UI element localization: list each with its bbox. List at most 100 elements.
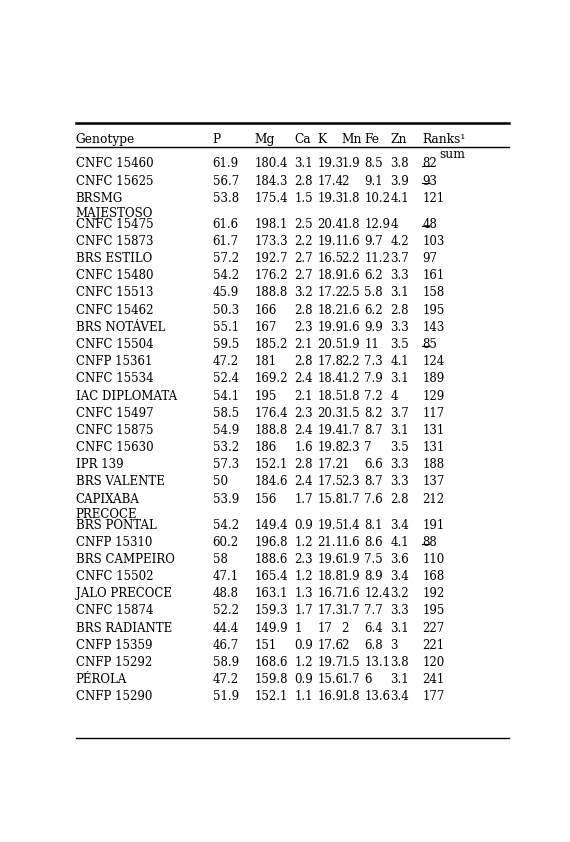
Text: 45.9: 45.9 bbox=[213, 286, 239, 300]
Text: 19.9: 19.9 bbox=[317, 321, 344, 333]
Text: 1.6: 1.6 bbox=[341, 536, 360, 549]
Text: 1.6: 1.6 bbox=[341, 235, 360, 248]
Text: 4.1: 4.1 bbox=[390, 355, 409, 368]
Text: PÉROLA: PÉROLA bbox=[76, 674, 127, 686]
Text: 12.4: 12.4 bbox=[364, 587, 390, 600]
Text: 1.9: 1.9 bbox=[341, 157, 360, 170]
Text: 180.4: 180.4 bbox=[255, 157, 288, 170]
Text: 1.9: 1.9 bbox=[341, 570, 360, 584]
Text: 3.2: 3.2 bbox=[294, 286, 313, 300]
Text: 2.3: 2.3 bbox=[294, 407, 313, 419]
Text: 165.4: 165.4 bbox=[255, 570, 288, 584]
Text: 57.3: 57.3 bbox=[213, 458, 239, 472]
Text: 195: 195 bbox=[422, 605, 445, 617]
Text: CNFC 15534: CNFC 15534 bbox=[76, 372, 153, 386]
Text: 152.1: 152.1 bbox=[255, 458, 288, 472]
Text: 189: 189 bbox=[422, 372, 445, 386]
Text: 2.2: 2.2 bbox=[341, 252, 360, 265]
Text: 2.1: 2.1 bbox=[294, 390, 313, 402]
Text: 18.9: 18.9 bbox=[317, 269, 343, 282]
Text: 161: 161 bbox=[422, 269, 445, 282]
Text: Mn: Mn bbox=[341, 133, 362, 147]
Text: 3.3: 3.3 bbox=[390, 269, 409, 282]
Text: 185.2: 185.2 bbox=[255, 338, 288, 351]
Text: 1.7: 1.7 bbox=[341, 605, 360, 617]
Text: 15.8: 15.8 bbox=[317, 493, 343, 506]
Text: IAC DIPLOMATA: IAC DIPLOMATA bbox=[76, 390, 177, 402]
Text: 8.2: 8.2 bbox=[364, 407, 382, 419]
Text: 181: 181 bbox=[255, 355, 276, 368]
Text: CNFC 15513: CNFC 15513 bbox=[76, 286, 153, 300]
Text: 184.6: 184.6 bbox=[255, 476, 288, 488]
Text: 1.2: 1.2 bbox=[294, 536, 313, 549]
Text: Ranks¹
sum: Ranks¹ sum bbox=[422, 133, 466, 162]
Text: 188.8: 188.8 bbox=[255, 286, 288, 300]
Text: 2.8: 2.8 bbox=[294, 355, 313, 368]
Text: 3.1: 3.1 bbox=[390, 674, 409, 686]
Text: 7.6: 7.6 bbox=[364, 493, 383, 506]
Text: 2.7: 2.7 bbox=[294, 269, 313, 282]
Text: Fe: Fe bbox=[364, 133, 379, 147]
Text: 159.8: 159.8 bbox=[255, 674, 288, 686]
Text: 195: 195 bbox=[255, 390, 277, 402]
Text: 15.6: 15.6 bbox=[317, 674, 344, 686]
Text: 1.7: 1.7 bbox=[341, 424, 360, 437]
Text: CNFP 15292: CNFP 15292 bbox=[76, 656, 152, 669]
Text: 2.8: 2.8 bbox=[390, 493, 409, 506]
Text: 18.5: 18.5 bbox=[317, 390, 343, 402]
Text: 3.4: 3.4 bbox=[390, 690, 409, 703]
Text: 177: 177 bbox=[422, 690, 445, 703]
Text: 184.3: 184.3 bbox=[255, 174, 288, 188]
Text: 152.1: 152.1 bbox=[255, 690, 288, 703]
Text: 6.2: 6.2 bbox=[364, 269, 383, 282]
Text: 17: 17 bbox=[317, 621, 332, 635]
Text: 2.5: 2.5 bbox=[294, 218, 313, 231]
Text: 169.2: 169.2 bbox=[255, 372, 288, 386]
Text: 1.8: 1.8 bbox=[341, 218, 360, 231]
Text: 166: 166 bbox=[255, 304, 277, 317]
Text: CNFC 15475: CNFC 15475 bbox=[76, 218, 153, 231]
Text: 48.8: 48.8 bbox=[213, 587, 239, 600]
Text: 19.7: 19.7 bbox=[317, 656, 344, 669]
Text: 2.4: 2.4 bbox=[294, 476, 313, 488]
Text: 2.8: 2.8 bbox=[294, 458, 313, 472]
Text: BRS PONTAL: BRS PONTAL bbox=[76, 519, 156, 531]
Text: 2.3: 2.3 bbox=[341, 441, 360, 454]
Text: 131: 131 bbox=[422, 424, 445, 437]
Text: 2.8: 2.8 bbox=[390, 304, 409, 317]
Text: 129: 129 bbox=[422, 390, 445, 402]
Text: 131: 131 bbox=[422, 441, 445, 454]
Text: 8.1: 8.1 bbox=[364, 519, 382, 531]
Text: 20.3: 20.3 bbox=[317, 407, 344, 419]
Text: 7.2: 7.2 bbox=[364, 390, 383, 402]
Text: 168: 168 bbox=[422, 570, 445, 584]
Text: 192: 192 bbox=[422, 587, 445, 600]
Text: 191: 191 bbox=[422, 519, 445, 531]
Text: 19.3: 19.3 bbox=[317, 157, 344, 170]
Text: 2.8: 2.8 bbox=[294, 174, 313, 188]
Text: Ca: Ca bbox=[294, 133, 311, 147]
Text: 3.8: 3.8 bbox=[390, 157, 409, 170]
Text: 1.6: 1.6 bbox=[341, 587, 360, 600]
Text: 2.3: 2.3 bbox=[341, 476, 360, 488]
Text: 120: 120 bbox=[422, 656, 445, 669]
Text: 53.8: 53.8 bbox=[213, 192, 239, 205]
Text: 7: 7 bbox=[364, 441, 372, 454]
Text: 1.8: 1.8 bbox=[341, 690, 360, 703]
Text: 59.5: 59.5 bbox=[213, 338, 239, 351]
Text: 2: 2 bbox=[341, 639, 349, 652]
Text: 8.5: 8.5 bbox=[364, 157, 383, 170]
Text: 21.1: 21.1 bbox=[317, 536, 343, 549]
Text: 10.2: 10.2 bbox=[364, 192, 390, 205]
Text: 53.2: 53.2 bbox=[213, 441, 239, 454]
Text: CNFP 15359: CNFP 15359 bbox=[76, 639, 152, 652]
Text: BRS NOTÁVEL: BRS NOTÁVEL bbox=[76, 321, 165, 333]
Text: 188.8: 188.8 bbox=[255, 424, 288, 437]
Text: 50: 50 bbox=[213, 476, 227, 488]
Text: 192.7: 192.7 bbox=[255, 252, 288, 265]
Text: 188.6: 188.6 bbox=[255, 553, 288, 566]
Text: 103: 103 bbox=[422, 235, 445, 248]
Text: 2.2: 2.2 bbox=[341, 355, 360, 368]
Text: 55.1: 55.1 bbox=[213, 321, 239, 333]
Text: 61.6: 61.6 bbox=[213, 218, 239, 231]
